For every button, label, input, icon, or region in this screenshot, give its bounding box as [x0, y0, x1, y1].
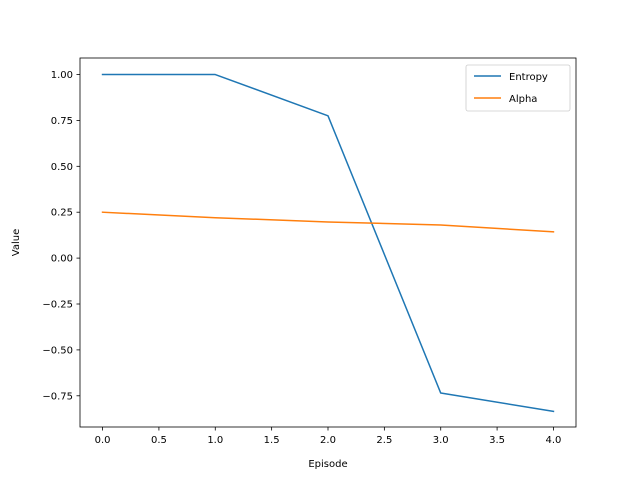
legend-label-alpha: Alpha	[509, 94, 537, 105]
x-tick-label: 2.5	[376, 435, 392, 446]
y-tick-label: 0.00	[51, 254, 73, 265]
x-tick-label: 1.0	[207, 435, 223, 446]
x-tick-label: 3.5	[489, 435, 505, 446]
y-tick-label: 0.50	[51, 162, 73, 173]
y-tick-label: 1.00	[51, 70, 73, 81]
x-tick-label: 0.0	[95, 435, 111, 446]
series-line-alpha	[101, 211, 555, 233]
x-tick-label: 2.0	[320, 435, 336, 446]
x-tick-label: 1.5	[264, 435, 280, 446]
series-layer	[101, 73, 555, 413]
plot-area	[80, 58, 576, 427]
series-line-entropy	[101, 73, 555, 413]
x-axis-ticks: 0.0 0.5 1.0 1.5 2.0 2.5 3.0 3.5 4.0	[95, 427, 562, 446]
y-tick-label: 0.75	[51, 116, 73, 127]
legend-label-entropy: Entropy	[509, 72, 548, 83]
y-axis-label: Value	[11, 229, 22, 256]
x-tick-label: 0.5	[151, 435, 167, 446]
x-axis-label: Episode	[308, 459, 347, 470]
x-tick-label: 3.0	[433, 435, 449, 446]
y-tick-label: −0.75	[42, 391, 73, 402]
y-tick-label: 0.25	[51, 208, 73, 219]
x-tick-label: 4.0	[546, 435, 562, 446]
y-tick-label: −0.50	[42, 345, 73, 356]
y-axis-ticks: 1.00 0.75 0.50 0.25 0.00 −0.25 −0.50 −0.75	[42, 70, 80, 402]
legend: Entropy Alpha	[465, 64, 571, 112]
y-tick-label: −0.25	[42, 300, 73, 311]
